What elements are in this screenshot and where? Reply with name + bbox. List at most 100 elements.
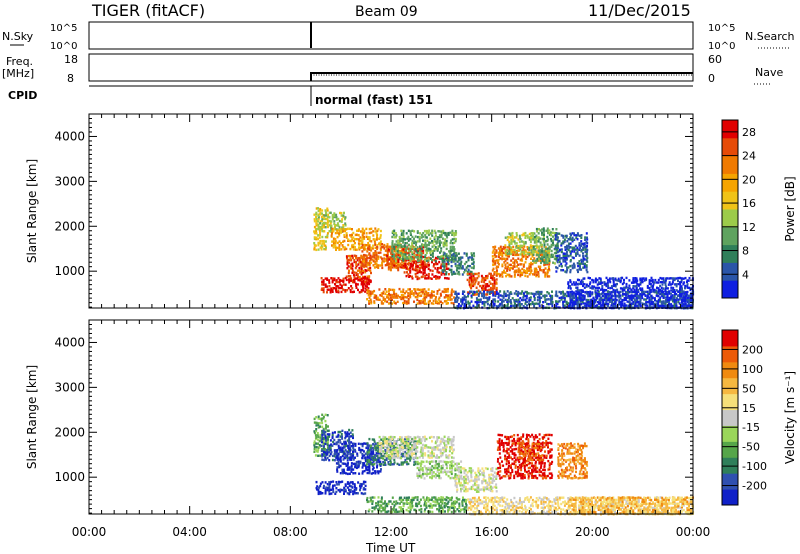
data-cell [320, 228, 323, 231]
data-cell [324, 456, 327, 459]
data-cell [327, 486, 330, 490]
data-cell [404, 436, 407, 439]
data-cell [399, 436, 401, 439]
data-cell [666, 294, 669, 297]
data-cell [344, 229, 346, 233]
data-cell [326, 453, 329, 456]
data-cell [450, 292, 453, 295]
data-cell [363, 243, 366, 247]
data-cell [639, 298, 642, 301]
data-cell [426, 239, 429, 242]
data-cell [503, 271, 506, 274]
data-cell [414, 460, 417, 464]
data-cell [382, 452, 384, 456]
data-cell [418, 260, 421, 263]
data-cell [341, 450, 344, 453]
data-cell [569, 299, 572, 302]
data-cell [475, 272, 478, 276]
data-cell [408, 247, 411, 251]
data-cell [454, 298, 457, 301]
data-cell [454, 258, 457, 261]
data-cell [456, 299, 459, 302]
data-cell [659, 304, 662, 308]
data-cell [418, 259, 421, 262]
data-cell [342, 215, 345, 219]
data-cell [445, 288, 448, 291]
data-cell [382, 454, 385, 457]
data-cell [533, 267, 536, 270]
data-cell [387, 264, 390, 267]
data-cell [357, 228, 360, 231]
data-cell [499, 247, 502, 251]
data-cell [510, 246, 512, 249]
data-cell [546, 250, 549, 253]
data-cell [434, 259, 437, 263]
data-cell [336, 246, 339, 250]
data-cell [438, 260, 441, 264]
data-cell [411, 268, 414, 271]
data-cell [378, 452, 381, 456]
data-cell [368, 236, 371, 239]
data-cell [573, 232, 575, 235]
data-cell [569, 238, 572, 241]
data-cell [330, 235, 333, 238]
data-cell [458, 264, 461, 267]
data-cell [436, 240, 439, 243]
data-cell [393, 288, 396, 292]
data-cell [455, 254, 458, 257]
data-cell [443, 290, 446, 294]
data-cell [557, 300, 560, 303]
data-cell [530, 232, 533, 235]
data-cell [421, 456, 424, 459]
data-cell [516, 265, 518, 268]
data-cell [377, 454, 380, 458]
data-cell [377, 448, 380, 451]
data-cell [609, 292, 612, 296]
data-cell [526, 252, 529, 255]
data-cell [688, 276, 691, 280]
data-cell [535, 239, 538, 243]
data-cell [355, 256, 357, 260]
data-cell [424, 274, 427, 278]
data-cell [373, 300, 376, 303]
data-cell [515, 246, 518, 249]
data-cell [425, 294, 428, 297]
data-cell [440, 263, 443, 266]
data-cell [671, 294, 674, 297]
data-cell [326, 232, 329, 235]
data-cell [431, 448, 434, 451]
data-cell [409, 292, 412, 295]
data-cell [457, 270, 460, 274]
data-cell [563, 296, 566, 300]
data-cell [506, 252, 509, 255]
data-cell [637, 288, 640, 292]
data-cell [538, 298, 541, 301]
data-cell [369, 298, 372, 301]
data-cell [418, 240, 421, 243]
data-cell [374, 472, 377, 475]
data-cell [551, 290, 553, 293]
data-cell [321, 433, 324, 436]
data-cell [467, 264, 469, 268]
data-cell [554, 233, 557, 237]
data-cell [369, 266, 372, 270]
data-cell [607, 290, 609, 293]
data-cell [316, 432, 319, 435]
data-cell [585, 283, 588, 286]
data-cell [508, 263, 511, 267]
data-cell [564, 258, 567, 262]
data-cell [599, 296, 602, 300]
data-cell [668, 277, 671, 280]
data-cell [427, 288, 430, 291]
data-cell [409, 232, 412, 235]
data-cell [364, 488, 367, 491]
data-cell [433, 249, 436, 252]
data-cell [497, 259, 500, 262]
data-cell [569, 264, 572, 268]
data-cell [403, 442, 406, 445]
data-cell [655, 291, 658, 294]
data-cell [415, 254, 418, 257]
data-cell [367, 462, 370, 466]
data-cell [554, 246, 557, 249]
data-cell [562, 304, 565, 307]
